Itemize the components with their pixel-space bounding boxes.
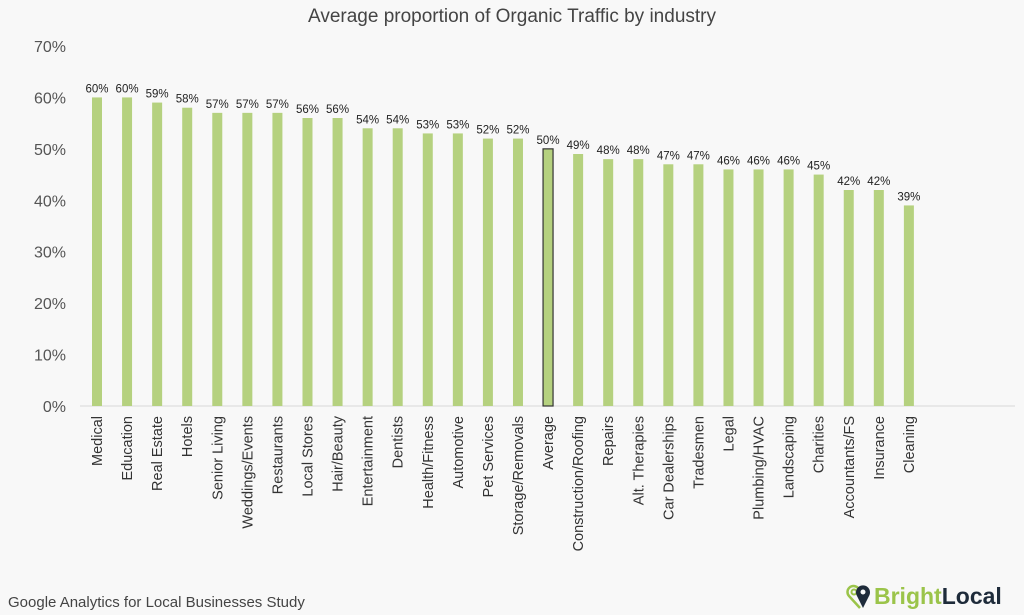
bar [212,112,223,406]
y-tick-label: 50% [34,142,66,159]
map-pin-heart-icon [846,584,870,609]
bar [452,133,463,406]
data-label: 60% [116,83,139,95]
x-tick-label: Cleaning [902,416,918,473]
bar-chart: 0% 10% 20% 30% 40% 50% 60% 70% 60% Medical 60% Educ… [34,39,1015,551]
data-label: 47% [687,150,710,162]
x-tick-label: Entertainment [361,416,377,506]
data-label: 47% [657,150,680,162]
data-label: 50% [537,135,560,147]
bar [663,164,674,406]
x-tick-label: Senior Living [210,416,226,500]
bar [482,138,493,407]
bar [693,164,704,406]
data-label: 48% [597,145,620,157]
x-tick-label: Legal [721,416,737,451]
data-label: 53% [416,119,439,131]
bar [903,205,914,406]
x-tick-label: Accountants/FS [842,416,858,518]
data-label: 46% [717,155,740,167]
y-tick-label: 0% [43,399,66,416]
x-tick-label: Landscaping [782,416,798,498]
bar [573,154,584,406]
bar [512,138,523,407]
data-label: 42% [867,176,890,188]
y-tick-label: 30% [34,245,66,262]
brightlocal-logo: Bright Local [846,582,1002,610]
x-tick-label: Car Dealerships [661,416,677,520]
x-tick-label: Hair/Beauty [331,415,347,492]
bar [152,102,163,407]
x-tick-label: Local Stores [300,416,316,497]
x-tick-label: Charities [812,416,828,473]
bar [422,133,433,406]
bar [242,112,253,406]
bar [302,118,313,406]
data-label: 53% [446,119,469,131]
bar [332,118,343,406]
bar [392,128,403,407]
bar [92,97,102,406]
x-tick-label: Dentists [391,416,407,468]
logo-text-local: Local [941,582,1002,609]
y-tick-label: 40% [34,193,66,210]
x-tick-label: Tradesmen [691,416,707,489]
data-label: 54% [356,114,379,126]
bar [753,169,764,406]
x-tick-label: Pet Services [481,416,497,497]
footer-source: Google Analytics for Local Businesses St… [8,594,305,611]
bar [362,128,373,407]
data-label: 56% [296,104,319,116]
data-label: 52% [476,125,499,137]
bar [723,169,734,406]
x-tick-label: Storage/Removals [511,416,527,535]
data-label: 49% [567,140,590,152]
bar [272,112,283,406]
x-tick-label: Medical [90,416,106,466]
x-tick-label: Alt. Therapies [631,416,647,505]
bar [542,148,554,407]
data-label: 57% [266,99,289,111]
bar [182,107,193,406]
data-label: 39% [897,191,920,203]
data-label: 54% [386,114,409,126]
bar [633,159,644,406]
bar [843,190,854,406]
bar [603,159,614,406]
x-tick-label: Education [120,416,136,481]
x-tick-label: Construction/Roofing [571,416,587,551]
bar [873,190,884,406]
x-tick-label: Weddings/Events [240,416,256,529]
x-tick-label: Real Estate [150,416,166,491]
x-tick-label: Automotive [451,416,467,489]
logo-text-bright: Bright [874,582,942,609]
x-tick-label: Restaurants [270,416,286,494]
bar [122,97,133,406]
data-label: 52% [506,125,529,137]
data-label: 57% [236,99,259,111]
x-tick-label: Health/Fitness [421,416,437,509]
y-tick-label: 70% [34,39,66,56]
y-tick-label: 20% [34,296,66,313]
x-tick-label: Repairs [601,416,617,466]
data-label: 59% [146,89,169,101]
data-label: 46% [747,155,770,167]
data-label: 56% [326,104,349,116]
x-tick-label: Insurance [872,416,888,480]
data-label: 48% [627,145,650,157]
y-tick-label: 10% [34,348,66,365]
bar [813,174,824,406]
x-tick-label: Hotels [180,416,196,457]
chart-title: Average proportion of Organic Traffic by… [307,6,716,27]
x-tick-label: Average [541,416,557,470]
y-tick-label: 60% [34,90,66,107]
data-label: 46% [777,155,800,167]
data-label: 45% [807,161,830,173]
data-label: 42% [837,176,860,188]
data-label: 58% [176,94,199,106]
data-label: 57% [206,99,229,111]
x-tick-label: Plumbing/HVAC [752,416,768,520]
data-label: 60% [85,83,108,95]
bar [783,169,794,406]
